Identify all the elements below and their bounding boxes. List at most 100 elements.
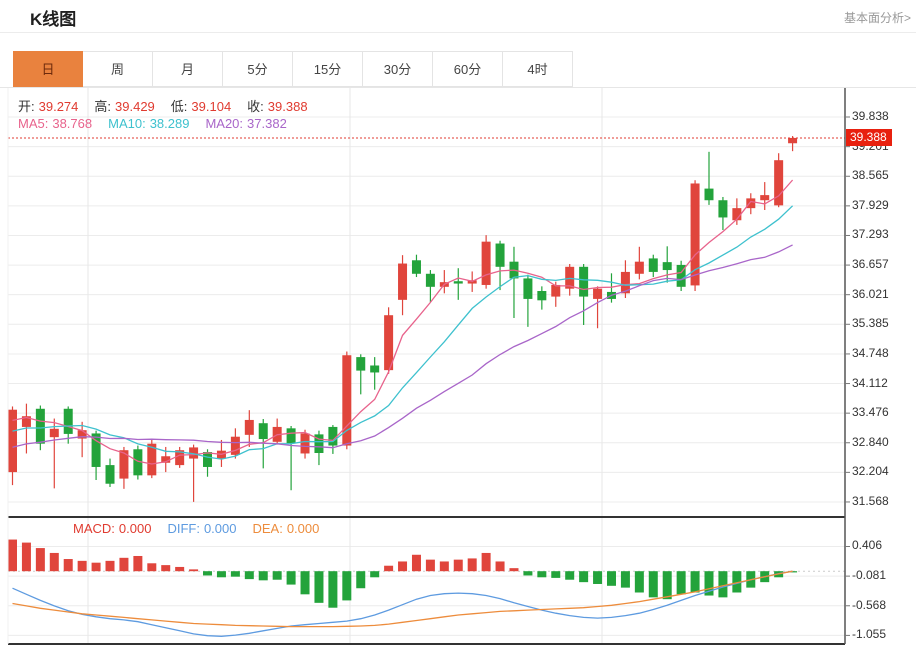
- candle-body: [384, 315, 394, 371]
- legend-item: 收: 39.388: [247, 99, 308, 114]
- macd-bar: [286, 571, 296, 585]
- macd-bar: [509, 568, 519, 572]
- candle-body: [593, 288, 603, 299]
- candle-body: [788, 137, 798, 144]
- macd-bar: [203, 571, 213, 576]
- candle-body: [676, 264, 686, 287]
- candle-body: [453, 281, 463, 284]
- axis-tick-label: 36.021: [852, 286, 889, 301]
- macd-bar: [189, 569, 199, 572]
- ma20-line: [12, 244, 793, 449]
- period-tab-5分[interactable]: 5分: [223, 51, 293, 87]
- candle-body: [523, 278, 533, 299]
- candle-body: [579, 266, 589, 297]
- candle-body: [537, 291, 547, 301]
- axis-tick-label: 32.204: [852, 464, 889, 479]
- macd-bar: [119, 557, 129, 572]
- candle-body: [690, 183, 700, 286]
- macd-bar: [105, 560, 115, 572]
- candle-body: [77, 430, 87, 439]
- period-tab-15分[interactable]: 15分: [293, 51, 363, 87]
- candle-body: [634, 261, 644, 274]
- candle-body: [481, 241, 491, 285]
- candle-body: [244, 419, 254, 435]
- macd-bar: [593, 571, 603, 584]
- axis-tick-label: 37.929: [852, 197, 889, 212]
- period-tab-周[interactable]: 周: [83, 51, 153, 87]
- legend-item: MA10: 38.289: [108, 116, 190, 131]
- ma10-line: [12, 205, 794, 460]
- candle-body: [746, 198, 756, 209]
- candle-body: [648, 258, 658, 272]
- macd-bar: [244, 571, 254, 580]
- legend-item: 开: 39.274: [18, 99, 79, 114]
- legend-item: MA20: 37.382: [205, 116, 287, 131]
- axis-tick-label: 34.112: [852, 375, 888, 390]
- page-title: K线图: [30, 10, 77, 29]
- macd-bar: [21, 542, 31, 572]
- candle-body: [35, 408, 45, 444]
- macd-bar: [49, 552, 59, 572]
- macd-bar: [537, 571, 547, 578]
- axis-tick-label: 35.385: [852, 316, 889, 331]
- period-tab-日[interactable]: 日: [13, 51, 83, 87]
- candle-body: [230, 436, 240, 455]
- macd-bar: [551, 571, 561, 578]
- candle-body: [189, 447, 199, 459]
- candle-body: [8, 409, 17, 473]
- macd-bar: [676, 571, 686, 595]
- axis-tick-label: -1.055: [852, 627, 887, 642]
- macd-bar: [523, 571, 533, 576]
- last-price-badge: 39.388: [846, 128, 892, 146]
- header-divider: [0, 32, 916, 33]
- period-tabs: 日周月 5分 15分 30分 60分 4时: [13, 51, 573, 87]
- candle-body: [175, 450, 185, 466]
- period-tab-月[interactable]: 月: [153, 51, 223, 87]
- macd-bar: [328, 571, 338, 608]
- candle-body: [300, 433, 310, 454]
- candle-body: [161, 456, 171, 463]
- ohlc-legend: 开: 39.274 高: 39.429 低: 39.104 收: 39.388: [18, 96, 324, 115]
- macd-bar: [175, 566, 185, 572]
- axis-tick-label: 36.657: [852, 257, 889, 272]
- macd-bar: [606, 571, 616, 586]
- axis-tick-label: 37.293: [852, 227, 889, 242]
- macd-bar: [732, 571, 742, 593]
- candle-body: [732, 208, 742, 221]
- fundamental-analysis-link[interactable]: 基本面分析>: [843, 11, 911, 25]
- dea-line: [12, 570, 793, 628]
- candle-body: [411, 260, 421, 274]
- candle-body: [314, 434, 324, 453]
- period-tab-30分[interactable]: 30分: [363, 51, 433, 87]
- candle-body: [286, 428, 296, 444]
- macd-bar: [620, 571, 630, 588]
- axis-tick-label: 38.565: [852, 168, 889, 183]
- macd-bar: [718, 571, 728, 598]
- macd-bar: [634, 571, 644, 593]
- legend-item: DEA: 0.000: [252, 521, 320, 536]
- candle-body: [119, 450, 129, 479]
- macd-bar: [161, 565, 171, 572]
- macd-bar: [63, 559, 73, 572]
- candle-body: [133, 449, 143, 476]
- ma5-line: [12, 179, 794, 465]
- candle-body: [398, 263, 408, 300]
- tabrow-divider: [0, 87, 916, 88]
- macd-bar: [272, 571, 282, 580]
- candle-body: [21, 416, 31, 427]
- candle-body: [105, 465, 115, 484]
- period-tab-60分[interactable]: 60分: [433, 51, 503, 87]
- legend-item: 高: 39.429: [94, 99, 155, 114]
- macd-bar: [216, 571, 226, 578]
- macd-bar: [481, 552, 491, 572]
- macd-bar: [356, 571, 366, 589]
- period-tab-4时[interactable]: 4时: [503, 51, 573, 87]
- diff-line: [12, 570, 793, 637]
- candle-body: [49, 428, 59, 438]
- candle-body: [620, 271, 630, 294]
- macd-bar: [342, 571, 352, 601]
- macd-bar: [230, 571, 240, 577]
- macd-bar: [398, 561, 408, 572]
